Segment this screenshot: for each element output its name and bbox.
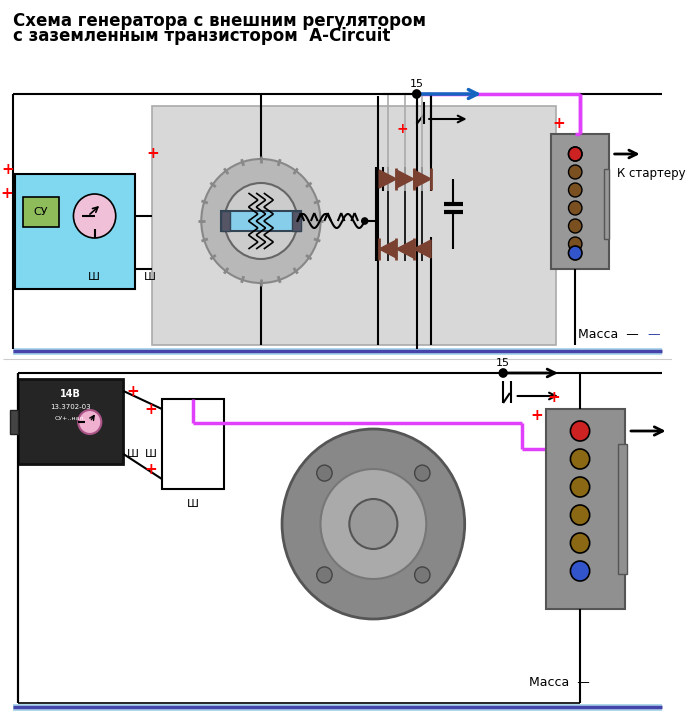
Polygon shape (379, 240, 397, 258)
Circle shape (282, 429, 465, 619)
Text: Ш: Ш (127, 449, 139, 459)
Circle shape (78, 410, 102, 434)
Bar (604, 169, 609, 239)
Text: +: + (553, 116, 565, 132)
Polygon shape (397, 240, 413, 258)
Text: +: + (144, 462, 157, 477)
Text: 15: 15 (496, 358, 510, 368)
Circle shape (571, 505, 590, 525)
Text: +: + (530, 408, 543, 423)
Circle shape (571, 561, 590, 581)
Text: 15: 15 (410, 79, 424, 89)
Text: с заземленным транзистором  A-Circuit: с заземленным транзистором A-Circuit (13, 27, 390, 45)
Bar (152, 106, 556, 345)
Text: 13.3702-03: 13.3702-03 (50, 404, 91, 410)
Circle shape (349, 499, 397, 549)
Circle shape (571, 421, 590, 441)
Circle shape (569, 147, 582, 161)
Circle shape (569, 201, 582, 215)
Text: Ш: Ш (143, 272, 155, 282)
Bar (162, 399, 224, 489)
Text: Ш: Ш (187, 499, 198, 509)
Circle shape (571, 533, 590, 553)
Bar (292, 211, 301, 231)
Text: +: + (1, 186, 13, 201)
Bar (617, 444, 627, 574)
Text: Масса  —: Масса — (529, 677, 590, 690)
Circle shape (499, 369, 507, 377)
Bar (15, 174, 135, 289)
Circle shape (569, 183, 582, 197)
Polygon shape (413, 240, 431, 258)
Text: СУ+..нал.: СУ+..нал. (55, 416, 86, 421)
Circle shape (201, 159, 320, 283)
Text: Ш: Ш (88, 272, 100, 282)
Polygon shape (379, 170, 397, 188)
Text: +: + (146, 147, 159, 162)
Bar (22, 197, 59, 227)
Circle shape (415, 567, 430, 583)
Text: СУ: СУ (33, 207, 48, 217)
Text: +: + (397, 122, 408, 136)
Circle shape (224, 183, 297, 259)
Text: Схема генератора с внешним регулятором: Схема генератора с внешним регулятором (13, 12, 426, 30)
Circle shape (571, 449, 590, 469)
Text: Ш: Ш (144, 449, 157, 459)
Bar (17, 379, 123, 464)
Text: +: + (144, 401, 157, 416)
Circle shape (413, 90, 420, 98)
Bar (221, 211, 301, 231)
Text: Масса  —: Масса — (578, 329, 639, 342)
Circle shape (317, 567, 332, 583)
Circle shape (569, 246, 582, 260)
Circle shape (569, 219, 582, 233)
Bar (13, 348, 662, 355)
Bar (546, 409, 625, 609)
Circle shape (74, 194, 116, 238)
Bar (551, 134, 609, 269)
Text: +: + (1, 162, 15, 176)
Circle shape (320, 469, 426, 579)
Text: К стартеру: К стартеру (617, 168, 685, 180)
Circle shape (362, 218, 367, 224)
Polygon shape (397, 170, 413, 188)
Bar (10, 410, 17, 434)
Text: —: — (647, 329, 660, 342)
Text: +: + (548, 390, 560, 405)
Text: +: + (127, 383, 139, 398)
Circle shape (569, 237, 582, 251)
Circle shape (317, 465, 332, 481)
Circle shape (571, 477, 590, 497)
Circle shape (569, 147, 582, 161)
Circle shape (569, 165, 582, 179)
Polygon shape (413, 170, 431, 188)
Text: 14В: 14В (60, 389, 81, 399)
Bar (221, 211, 230, 231)
Circle shape (415, 465, 430, 481)
Bar (13, 704, 662, 711)
